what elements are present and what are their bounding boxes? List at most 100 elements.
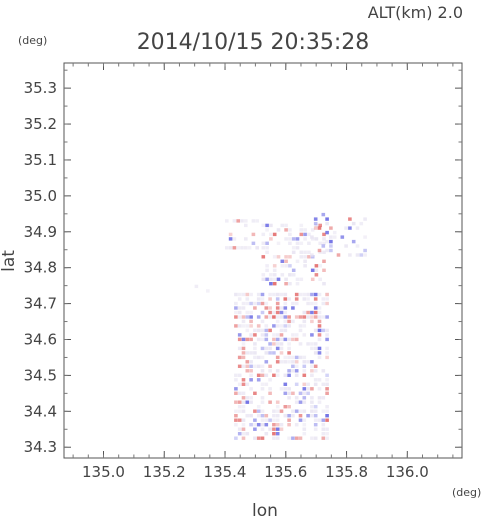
echo-cell — [260, 310, 265, 315]
echo-cell — [241, 292, 246, 297]
echo-cell — [310, 319, 314, 324]
echo-cell — [245, 301, 250, 306]
echo-cell — [288, 273, 292, 277]
echo-cell — [261, 273, 266, 277]
x-tick-label: 135.4 — [204, 463, 247, 481]
echo-cell — [275, 355, 280, 360]
echo-cell — [234, 387, 238, 391]
echo-cell — [302, 355, 307, 360]
echo-cell — [260, 292, 265, 297]
echo-cell — [241, 346, 246, 351]
echo-cell — [332, 230, 337, 235]
echo-cell — [287, 360, 291, 364]
echo-cell — [283, 387, 288, 391]
echo-cell — [264, 414, 269, 418]
echo-cell — [321, 409, 326, 413]
echo-cell — [260, 369, 265, 373]
echo-cell — [314, 237, 319, 241]
echo-cell — [269, 282, 273, 286]
echo-cell — [245, 292, 250, 297]
echo-cell — [283, 315, 288, 319]
echo-cell — [256, 337, 261, 342]
echo-cell — [313, 414, 318, 418]
echo-cell — [272, 373, 276, 377]
echo-cell — [325, 387, 329, 391]
echo-cell — [268, 427, 272, 431]
echo-cell — [329, 244, 333, 248]
echo-cell — [280, 223, 285, 228]
echo-cell — [272, 418, 276, 422]
echo-cell — [237, 310, 242, 315]
echo-cell — [291, 360, 295, 364]
echo-cell — [344, 244, 348, 248]
echo-cell — [268, 378, 272, 382]
echo-cell — [306, 414, 310, 418]
echo-cell — [234, 378, 238, 382]
echo-cell — [249, 351, 253, 355]
echo-cell — [287, 373, 291, 377]
echo-cell — [251, 232, 256, 237]
echo-cell — [260, 328, 265, 333]
y-tick-label: 34.8 — [24, 259, 57, 277]
echo-cell — [325, 409, 329, 413]
echo-cell — [325, 221, 329, 226]
echo-cell — [249, 378, 253, 382]
echo-cell — [321, 328, 326, 333]
echo-cell — [256, 324, 261, 328]
echo-cell — [283, 391, 288, 395]
echo-cell — [256, 292, 261, 297]
echo-cell — [294, 369, 299, 373]
echo-cell — [355, 244, 360, 248]
echo-cell — [310, 255, 315, 259]
echo-cell — [302, 297, 307, 301]
echo-cell — [310, 436, 314, 440]
echo-cell — [237, 315, 242, 319]
echo-cell — [245, 351, 250, 355]
echo-cell — [279, 427, 284, 431]
echo-cell — [344, 226, 348, 230]
echo-cell — [260, 346, 265, 351]
echo-cell — [237, 427, 242, 431]
echo-cell — [279, 333, 284, 337]
echo-cell — [310, 400, 314, 404]
echo-cell — [288, 264, 292, 268]
echo-cell — [325, 315, 329, 319]
echo-cell — [245, 337, 250, 342]
x-tick-label: 136.0 — [386, 463, 429, 481]
echo-cell — [264, 337, 269, 342]
chart-title: 2014/10/15 20:35:28 — [137, 30, 370, 55]
echo-cell — [313, 310, 318, 315]
echo-cell — [256, 328, 261, 333]
echo-cell — [253, 301, 257, 306]
echo-cell — [287, 387, 291, 391]
echo-cell — [318, 241, 322, 245]
echo-cell — [287, 369, 291, 373]
echo-cell — [276, 228, 281, 232]
echo-cell — [302, 387, 307, 391]
echo-cell — [268, 292, 272, 297]
echo-cell — [275, 337, 280, 342]
echo-cell — [228, 232, 233, 237]
echo-cell — [245, 400, 250, 404]
echo-cell — [265, 268, 269, 272]
echo-cell — [275, 373, 280, 377]
echo-cell — [241, 378, 246, 382]
echo-cell — [295, 282, 300, 286]
echo-cell — [260, 355, 265, 360]
echo-cell — [256, 409, 261, 413]
echo-cell — [291, 246, 296, 250]
echo-cell — [237, 324, 242, 328]
echo-cell — [275, 405, 280, 409]
echo-cell — [253, 306, 257, 310]
echo-cell — [302, 360, 307, 364]
echo-cell — [321, 436, 326, 440]
echo-cell — [288, 255, 292, 259]
echo-cell — [307, 232, 311, 237]
echo-cell — [244, 246, 248, 250]
echo-cell — [272, 351, 276, 355]
echo-cell — [256, 405, 261, 409]
echo-cell — [355, 226, 360, 230]
echo-cell — [256, 301, 261, 306]
echo-cell — [279, 315, 284, 319]
echo-cell — [237, 355, 242, 360]
